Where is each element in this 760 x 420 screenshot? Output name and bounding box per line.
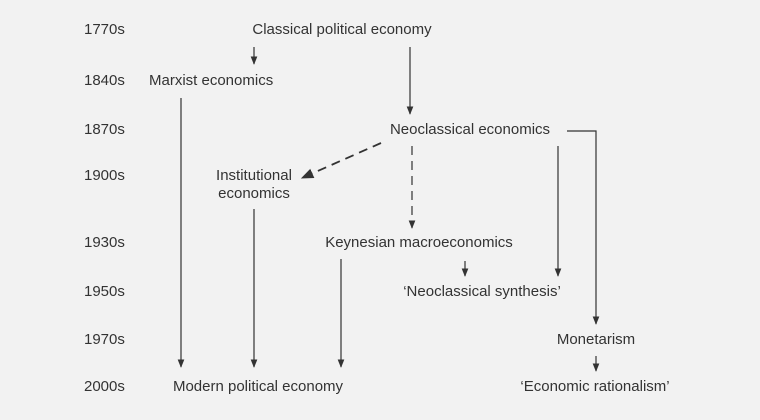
node-neoclassical-synthesis: ‘Neoclassical synthesis’ [403, 283, 561, 300]
node-marxist-economics: Marxist economics [149, 72, 274, 89]
year-1870s: 1870s [84, 121, 125, 138]
year-1970s: 1970s [84, 331, 125, 348]
node-keynesian-macroeconomics: Keynesian macroeconomics [325, 234, 513, 251]
year-1840s: 1840s [84, 72, 125, 89]
node-monetarism: Monetarism [556, 331, 636, 348]
node-modern-political-economy: Modern political economy [172, 378, 344, 395]
year-1770s: 1770s [84, 21, 125, 38]
arrow-neoclassical-to-institutional [300, 142, 382, 179]
node-neoclassical-economics: Neoclassical economics [389, 121, 551, 138]
year-1900s: 1900s [84, 167, 125, 184]
arrow-neoclassical-to-monetarism [567, 130, 600, 325]
year-1930s: 1930s [84, 234, 125, 251]
node-economic-rationalism: ‘Economic rationalism’ [520, 378, 670, 395]
year-2000s: 2000s [84, 378, 125, 395]
year-1950s: 1950s [84, 283, 125, 300]
node-classical-political-economy: Classical political economy [252, 21, 432, 38]
node-institutional-economics: Institutional economics [216, 167, 292, 202]
